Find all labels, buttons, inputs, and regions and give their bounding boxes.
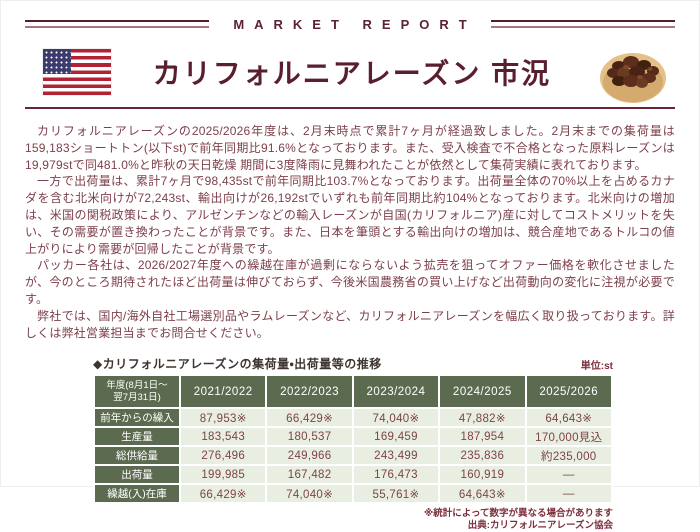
cell-value: 167,482 bbox=[267, 466, 352, 484]
cell-value: 64,643※ bbox=[526, 409, 611, 427]
kicker-row: MARKET REPORT bbox=[25, 13, 676, 35]
raisin-bowl-image bbox=[593, 40, 673, 104]
page-title: カリフォルニアレーズン 市況 bbox=[152, 58, 552, 89]
table-caption: ◆カリフォルニアレーズンの集荷量・出荷量等の推移 bbox=[93, 357, 382, 372]
column-header-2021-2022: 2021/2022 bbox=[181, 376, 266, 408]
cell-value: 176,473 bbox=[353, 466, 439, 484]
cell-value: 47,882※ bbox=[440, 409, 525, 427]
footnotes: ※統計によって数字が異なる場合があります 出典:カリフォルニアレーズン協会 bbox=[93, 508, 613, 532]
cell-value: 235,836 bbox=[440, 447, 525, 465]
cell-value: — bbox=[526, 485, 611, 503]
cell-value: 66,429※ bbox=[181, 485, 266, 503]
footnote-source: 出典:カリフォルニアレーズン協会 bbox=[467, 520, 613, 532]
cell-value: 66,429※ bbox=[267, 409, 352, 427]
table-row: 出荷量 199,985 167,482 176,473 160,919 — bbox=[95, 466, 611, 484]
paragraph-4: 弊社では、国内/海外自社工場選別品やラムレーズンなど、カリフォルニアレーズンを幅… bbox=[25, 308, 675, 340]
cell-value: 169,459 bbox=[353, 428, 439, 446]
table-row: 生産量 183,543 180,537 169,459 187,954 170,… bbox=[95, 428, 611, 446]
stats-table-block: ◆カリフォルニアレーズンの集荷量・出荷量等の推移 単位:st 年度(8月1日〜 … bbox=[93, 355, 613, 532]
row-label-carryover-in: 前年からの繰入 bbox=[95, 409, 179, 427]
report-body: カリフォルニアレーズンの2025/2026年度は、2月末時点で累計7ヶ月が経過致… bbox=[25, 123, 675, 341]
cell-value: 187,954 bbox=[440, 428, 525, 446]
column-header-2023-2024: 2023/2024 bbox=[353, 376, 439, 408]
corner-header: 年度(8月1日〜 翌7月31日) bbox=[95, 376, 179, 408]
paragraph-2: 一方で出荷量は、累計7ヶ月で98,435stで前年同期比103.7%となっており… bbox=[25, 174, 675, 256]
cell-value: 243,499 bbox=[353, 447, 439, 465]
corner-header-line1: 年度(8月1日〜 bbox=[106, 379, 168, 391]
unit-label: 単位:st bbox=[580, 361, 613, 373]
raisin-bowl-svg bbox=[600, 53, 666, 103]
stats-table: 年度(8月1日〜 翌7月31日) 2021/2022 2022/2023 202… bbox=[93, 374, 613, 505]
us-flag-canton bbox=[43, 49, 71, 74]
cell-value: 180,537 bbox=[267, 428, 352, 446]
column-header-2022-2023: 2022/2023 bbox=[267, 376, 352, 408]
footnote-statistics: ※統計によって数字が異なる場合があります bbox=[424, 508, 613, 520]
double-rule-left bbox=[25, 20, 210, 28]
table-row: 繰越(入)在庫 66,429※ 74,040※ 55,761※ 64,643※ … bbox=[95, 485, 611, 503]
us-flag-icon bbox=[43, 49, 111, 95]
cell-value: — bbox=[526, 466, 611, 484]
cell-value: 55,761※ bbox=[353, 485, 439, 503]
row-label-carryover-stock: 繰越(入)在庫 bbox=[95, 485, 179, 503]
table-row: 前年からの繰入 87,953※ 66,429※ 74,040※ 47,882※ … bbox=[95, 409, 611, 427]
cell-value: 276,496 bbox=[181, 447, 266, 465]
row-label-production: 生産量 bbox=[95, 428, 179, 446]
cell-value: 74,040※ bbox=[267, 485, 352, 503]
cell-value: 249,966 bbox=[267, 447, 352, 465]
double-rule-right bbox=[490, 20, 676, 28]
corner-header-line2: 翌7月31日) bbox=[113, 391, 161, 403]
column-header-2025-2026: 2025/2026 bbox=[526, 376, 611, 408]
column-header-2024-2025: 2024/2025 bbox=[440, 376, 525, 408]
cell-value: 170,000見込 bbox=[526, 428, 611, 446]
table-header-row: 年度(8月1日〜 翌7月31日) 2021/2022 2022/2023 202… bbox=[95, 376, 611, 408]
row-label-shipments: 出荷量 bbox=[95, 466, 179, 484]
cell-value: 約235,000 bbox=[526, 447, 611, 465]
cell-value: 183,543 bbox=[181, 428, 266, 446]
paragraph-3: パッカー各社は、2026/2027年度への繰越在庫が過剰にならないよう拡売を狙っ… bbox=[25, 258, 675, 306]
cell-value: 74,040※ bbox=[353, 409, 439, 427]
title-rule bbox=[25, 107, 675, 109]
cell-value: 199,985 bbox=[181, 466, 266, 484]
table-row: 総供給量 276,496 249,966 243,499 235,836 約23… bbox=[95, 447, 611, 465]
paragraph-1: カリフォルニアレーズンの2025/2026年度は、2月末時点で累計7ヶ月が経過致… bbox=[25, 124, 675, 172]
cell-value: 87,953※ bbox=[181, 409, 266, 427]
title-row: カリフォルニアレーズン 市況 bbox=[25, 39, 675, 105]
cell-value: 64,643※ bbox=[440, 485, 525, 503]
cell-value: 160,919 bbox=[440, 466, 525, 484]
row-label-total-supply: 総供給量 bbox=[95, 447, 179, 465]
table-caption-row: ◆カリフォルニアレーズンの集荷量・出荷量等の推移 単位:st bbox=[93, 355, 613, 372]
kicker-text: MARKET REPORT bbox=[233, 16, 477, 32]
